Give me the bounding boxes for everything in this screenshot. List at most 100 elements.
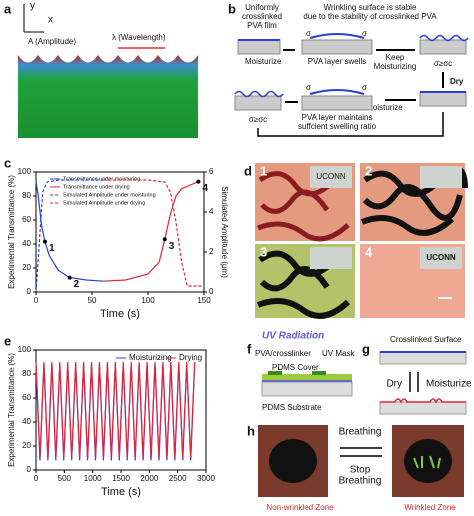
layer-label: PDMS Cover	[272, 363, 319, 372]
y-tick-label: 60	[22, 393, 31, 402]
annotation-dot	[196, 179, 201, 184]
pva-layer	[309, 33, 365, 39]
panel-b: b Uniformly crosslinked PVA film Wrinkli…	[228, 1, 469, 137]
step-label: Keep	[386, 53, 405, 62]
film	[379, 401, 467, 415]
y-tick-label: 40	[22, 239, 31, 248]
zone-label: Non-wrinkled Zone	[266, 503, 334, 512]
step-label: Moisturize	[426, 379, 472, 390]
plot-frame	[35, 171, 205, 293]
pva-layer	[309, 89, 365, 95]
cover	[262, 374, 352, 380]
uv-label: UV Radiation	[262, 331, 324, 342]
image-number: 1	[260, 163, 267, 178]
y-tick-label: 20	[22, 441, 31, 450]
axis-name: x	[48, 15, 53, 26]
step-label: Stop	[350, 465, 371, 476]
film	[301, 39, 373, 55]
x-tick-label: 2000	[140, 474, 158, 483]
x-tick-label: 2500	[169, 474, 187, 483]
stress: σ	[362, 29, 367, 38]
image-number: 3	[260, 244, 267, 259]
wrinkles	[419, 34, 469, 42]
wrinkles	[234, 90, 284, 98]
panel-d: d UCONN UCONN 1 2 3 4	[244, 163, 468, 319]
panel-label: d	[244, 163, 252, 178]
y-axis-title: Experimental Transmittance (%)	[7, 353, 16, 467]
film	[237, 39, 281, 55]
wrinkle-pattern	[413, 455, 441, 469]
stress: σ	[362, 83, 367, 92]
y-tick-label: 40	[22, 417, 31, 426]
panel-h: h Breathing Stop Breathing Non-wrinkled …	[247, 423, 464, 512]
x-tick-label: 0	[34, 296, 39, 305]
x-axis-title: Time (s)	[100, 308, 140, 320]
logo: UCONN	[426, 253, 456, 262]
arrow	[340, 447, 382, 457]
stress: σ	[306, 29, 311, 38]
legend-label: Simulated Amplitude under drying	[63, 200, 145, 206]
stress: σ	[306, 83, 311, 92]
inset	[310, 247, 352, 269]
series-line	[35, 179, 104, 293]
legend-label: Simulated Amplitude under moisturing	[63, 192, 156, 198]
condition: σ≥σc	[434, 59, 452, 68]
step-label: Moisturize	[245, 57, 282, 66]
x-tick-label: 500	[58, 474, 72, 483]
x-tick-label: 50	[88, 296, 97, 305]
annotation: 1	[49, 243, 55, 254]
y2-tick-label: 6	[209, 167, 214, 176]
y-tick-label: 100	[18, 345, 32, 354]
y-tick-label: 0	[27, 465, 32, 474]
step-label: Re-Moisturize	[353, 103, 403, 112]
wrinkles	[380, 398, 466, 404]
annotation: λ (Wavelength)	[112, 33, 166, 42]
x-tick-label: 100	[141, 296, 155, 305]
caption: Wrinkling surface is stable	[324, 3, 417, 12]
layer-label: PVA/crosslinker	[255, 349, 311, 358]
series-line	[35, 361, 196, 459]
annotation: 4	[202, 183, 208, 194]
y2-tick-label: 2	[209, 247, 214, 256]
panel-g: g Crosslinked Surface Dry Moisturize	[362, 335, 472, 415]
zone-label: Wrinkled Zone	[404, 503, 456, 512]
annotation-dot	[67, 275, 72, 280]
layer-label: PDMS Substrate	[262, 403, 322, 412]
caption: PVA film	[247, 21, 277, 30]
y2-tick-label: 4	[209, 207, 214, 216]
wrinkle-pattern	[257, 171, 350, 242]
logo: UCONN	[316, 172, 346, 181]
panel-f: UV Radiation f PVA/crosslinker PDMS Cove…	[247, 331, 355, 412]
panel-label: a	[4, 1, 12, 16]
image-number: 4	[365, 244, 373, 259]
y-tick-label: 60	[22, 215, 31, 224]
panel-label: h	[247, 423, 255, 438]
film	[301, 95, 373, 111]
panel-label: b	[228, 1, 236, 16]
annotation: A (Amplitude)	[28, 37, 76, 46]
caption: Uniformly	[245, 3, 279, 12]
condition: σ≥σc	[249, 115, 267, 124]
series-line	[103, 179, 204, 287]
panel-label: g	[362, 341, 370, 356]
step-label: suffcient swelling ratio	[298, 122, 377, 131]
y-tick-label: 0	[27, 287, 32, 296]
film	[419, 91, 467, 107]
step-label: Moisturizing	[374, 62, 417, 71]
panel-label: e	[4, 333, 11, 348]
y-tick-label: 100	[18, 167, 32, 176]
x-tick-label: 150	[197, 296, 211, 305]
step-label: Breathing	[339, 476, 382, 487]
panel-label: c	[4, 155, 11, 170]
y2-axis-title: Simulated Amplitude (μm)	[220, 186, 229, 278]
mask	[312, 371, 326, 375]
y2-tick-label: 0	[209, 287, 214, 296]
panel-a: a y x A (Amplitude) λ (Wavelength)	[4, 1, 198, 138]
annotation-dot	[42, 239, 47, 244]
legend-label: Drying	[179, 353, 202, 362]
axis-name: y	[30, 1, 35, 12]
legend-label: Transmittance under drying	[63, 184, 130, 190]
annotation-dot	[162, 237, 167, 242]
x-tick-label: 1000	[84, 474, 102, 483]
